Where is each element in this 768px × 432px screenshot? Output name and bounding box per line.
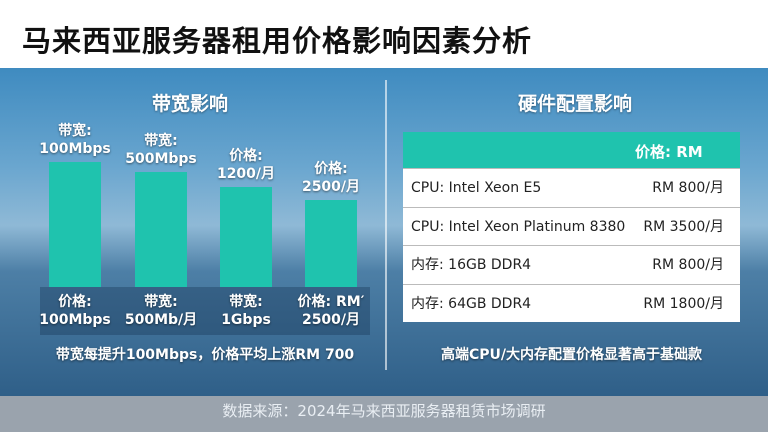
bar <box>135 172 187 287</box>
bar-label: 带宽: <box>58 123 92 139</box>
label-band <box>40 287 370 335</box>
cell: CPU: Intel Xeon Platinum 8380 <box>411 218 626 235</box>
bar <box>305 200 357 287</box>
cell: RM 1800/月 <box>643 295 724 312</box>
header-cell: 价格: RM <box>635 143 703 161</box>
bar <box>49 162 101 287</box>
category-label: 带宽: <box>144 294 178 310</box>
bar-label: 100Mbps <box>39 141 111 157</box>
bar-label: 1200/月 <box>216 166 276 182</box>
category-label: 2500/月 <box>301 312 361 328</box>
section-title: 硬件配置影响 <box>517 93 632 115</box>
bar-label: 带宽: <box>144 133 178 149</box>
table-row: 内存: 64GB DDR4 RM 1800/月 <box>403 283 740 323</box>
cell: RM 3500/月 <box>643 218 724 235</box>
note: 带宽每提升100Mbps，价格平均上涨RM 700 <box>55 347 355 363</box>
category-label: 100Mbps <box>39 312 111 328</box>
bar <box>220 187 272 287</box>
page-title: 马来西亚服务器租用价格影响因素分析 <box>22 24 533 58</box>
category-label: 带宽: <box>229 294 263 310</box>
table-row: CPU: Intel Xeon Platinum 8380 RM 3500/月 <box>403 206 740 246</box>
divider <box>385 80 387 370</box>
cell: RM 800/月 <box>652 180 724 196</box>
bar-label: 价格: <box>314 161 348 177</box>
category-label: 价格: RM′ <box>297 294 365 310</box>
note: 高端CPU/大内存配置价格显著高于基础款 <box>440 347 702 363</box>
table-header: 价格: RM <box>403 132 740 168</box>
cell: 内存: 16GB DDR4 <box>411 257 532 273</box>
cell: RM 800/月 <box>652 257 724 273</box>
cell: 内存: 64GB DDR4 <box>411 295 532 312</box>
category-label: 500Mb/月 <box>124 312 198 328</box>
cell: CPU: Intel Xeon E5 <box>411 180 542 196</box>
bar-label: 价格: <box>229 148 263 164</box>
bar-label: 2500/月 <box>301 179 361 195</box>
footer: 数据来源：2024年马来西亚服务器租赁市场调研 <box>0 396 768 432</box>
table-row: 内存: 16GB DDR4 RM 800/月 <box>403 245 740 284</box>
table-row: CPU: Intel Xeon E5 RM 800/月 <box>403 168 740 207</box>
section-title: 带宽影响 <box>151 93 228 115</box>
bar-label: 500Mbps <box>125 151 197 167</box>
category-label: 1Gbps <box>221 312 271 328</box>
category-label: 价格: <box>58 294 92 310</box>
table: 价格: RM CPU: Intel Xeon E5 RM 800/月 CPU: In… <box>403 132 740 322</box>
